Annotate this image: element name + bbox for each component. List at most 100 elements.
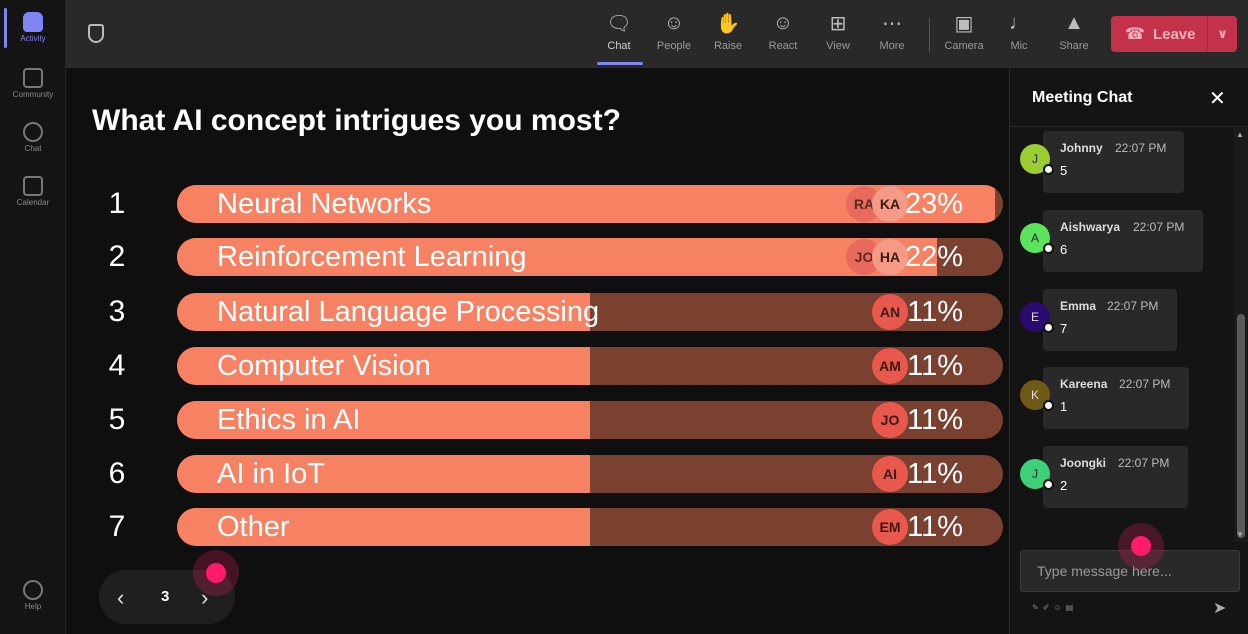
rail-item-chat[interactable]: Chat xyxy=(0,122,66,153)
react-button-label: React xyxy=(768,40,798,52)
chevron-down-icon[interactable]: ∨ xyxy=(1207,16,1237,52)
option-percentage: 11% xyxy=(907,350,963,382)
scroll-up-arrow-icon[interactable]: ▲ xyxy=(1236,130,1244,139)
result-bar: Computer Vision AM 11% xyxy=(177,347,1003,385)
rail-item-calendar[interactable]: Calendar xyxy=(0,176,66,207)
shield-icon[interactable] xyxy=(88,24,104,43)
poll-option-row: 1 Neural Networks RA KA 23% xyxy=(66,185,1009,223)
chat-message: Aishwarya 22:07 PM 6 A xyxy=(1010,210,1230,272)
option-number: 1 xyxy=(108,187,126,220)
option-percentage: 23% xyxy=(904,188,963,220)
message-sender: Johnny xyxy=(1060,141,1103,155)
result-bar: Other EM 11% xyxy=(177,508,1003,546)
chat-button[interactable]: 🗨 Chat xyxy=(593,10,645,53)
view-button-label: View xyxy=(826,40,850,52)
chevron-left-icon[interactable]: ‹ xyxy=(117,585,125,610)
result-bar-fill xyxy=(177,238,937,276)
camera-button[interactable]: ▣ Camera xyxy=(938,10,990,53)
meeting-toolbar: 🗨 Chat ☺ People ✋ Raise ☺ React ⊞ View ⋯… xyxy=(66,0,1248,68)
poll-option-row: 3 Natural Language Processing AN 11% xyxy=(66,293,1009,331)
message-text: 2 xyxy=(1060,478,1068,493)
click-indicator xyxy=(193,550,239,596)
react-button[interactable]: ☺ React xyxy=(757,10,809,53)
message-sender: Kareena xyxy=(1060,377,1108,391)
view-button[interactable]: ⊞ View xyxy=(812,10,864,53)
result-bar: Natural Language Processing AN 11% xyxy=(177,293,1003,331)
phone-hangup-icon: ☎ xyxy=(1125,26,1145,43)
message-text: 5 xyxy=(1060,163,1068,178)
rail-item-community[interactable]: Community xyxy=(0,68,66,99)
message-bubble[interactable]: Emma 22:07 PM 7 xyxy=(1043,289,1177,351)
voter-avatar: JO xyxy=(872,402,908,438)
option-number: 3 xyxy=(108,295,126,328)
message-timestamp: 22:07 PM xyxy=(1107,299,1159,313)
rail-item-label: Calendar xyxy=(16,198,50,207)
chat-scrollbar-thumb[interactable] xyxy=(1237,314,1245,538)
format-tools-icons[interactable]: ✎✐☺▤ xyxy=(1032,603,1078,612)
rail-item-label: Chat xyxy=(24,144,42,153)
help-icon xyxy=(23,580,43,600)
chat-message: Emma 22:07 PM 7 E xyxy=(1010,289,1230,351)
toolbar-divider xyxy=(929,18,930,52)
message-bubble[interactable]: Joongki 22:07 PM 2 xyxy=(1043,446,1188,508)
chat-message: Kareena 22:07 PM 1 K xyxy=(1010,367,1230,429)
option-percentage: 11% xyxy=(907,511,963,543)
option-label: Reinforcement Learning xyxy=(217,241,527,273)
leave-button[interactable]: ☎ Leave ∨ xyxy=(1111,16,1237,52)
result-bar: Ethics in AI JO 11% xyxy=(177,401,1003,439)
option-label: Neural Networks xyxy=(217,188,432,220)
rail-item-activity[interactable]: Activity xyxy=(0,12,66,43)
community-icon xyxy=(23,68,43,88)
chat-message: Johnny 22:07 PM 5 J xyxy=(1010,131,1230,193)
result-bar-fill xyxy=(177,401,590,439)
option-label: AI in IoT xyxy=(217,458,325,490)
chevron-right-icon[interactable]: › xyxy=(201,585,209,610)
more-button[interactable]: ⋯ More xyxy=(866,10,918,53)
option-label: Natural Language Processing xyxy=(217,296,600,328)
meeting-chat-panel: Meeting Chat ✕ ▲ ▼ Johnny 22:07 PM 5 J Aishw… xyxy=(1009,68,1248,634)
people-button[interactable]: ☺ People xyxy=(648,10,700,53)
rail-item-label: Activity xyxy=(20,34,46,43)
message-timestamp: 22:07 PM xyxy=(1115,141,1167,155)
poll-option-row: 4 Computer Vision AM 11% xyxy=(66,347,1009,385)
message-text: 6 xyxy=(1060,242,1068,257)
share-button[interactable]: ▲ Share xyxy=(1048,10,1100,53)
option-number: 6 xyxy=(108,457,126,490)
option-label: Other xyxy=(217,511,290,543)
message-text: 7 xyxy=(1060,321,1068,336)
chat-panel-title: Meeting Chat xyxy=(1032,89,1133,106)
share-button-label: Share xyxy=(1059,40,1089,52)
voter-avatar: HA xyxy=(872,239,908,275)
message-bubble[interactable]: Kareena 22:07 PM 1 xyxy=(1043,367,1189,429)
message-bubble[interactable]: Aishwarya 22:07 PM 6 xyxy=(1043,210,1203,272)
message-sender: Joongki xyxy=(1060,456,1107,470)
option-number: 2 xyxy=(108,240,126,273)
mic-button[interactable]: ♩ Mic xyxy=(993,10,1045,53)
chat-button-label: Chat xyxy=(607,40,631,52)
hand-icon: ✋ xyxy=(715,12,741,35)
mic-button-label: Mic xyxy=(1010,40,1028,52)
send-icon[interactable]: ➤ xyxy=(1213,600,1227,617)
share-screen-icon: ▲ xyxy=(1064,11,1084,34)
presence-status-icon xyxy=(1043,479,1054,490)
scroll-down-arrow-icon[interactable]: ▼ xyxy=(1236,530,1244,539)
raise-hand-button[interactable]: ✋ Raise xyxy=(702,10,754,53)
left-rail: Activity Community Chat Calendar Help xyxy=(0,0,66,634)
rail-item-label: Help xyxy=(24,602,42,611)
divider xyxy=(1010,126,1248,127)
poll-option-row: 5 Ethics in AI JO 11% xyxy=(66,401,1009,439)
result-bar-fill xyxy=(177,508,590,546)
more-button-label: More xyxy=(879,40,905,52)
camera-off-icon: ▣ xyxy=(954,12,974,35)
presence-status-icon xyxy=(1043,322,1054,333)
rail-item-help[interactable]: Help xyxy=(0,580,66,611)
message-sender: Emma xyxy=(1060,299,1097,313)
message-bubble[interactable]: Johnny 22:07 PM 5 xyxy=(1043,131,1184,193)
rail-active-indicator xyxy=(4,8,7,48)
option-label: Ethics in AI xyxy=(217,404,361,436)
close-icon[interactable]: ✕ xyxy=(1209,88,1226,110)
presence-status-icon xyxy=(1043,400,1054,411)
result-bar: Reinforcement Learning JO HA 22% xyxy=(177,238,1003,276)
chat-icon xyxy=(23,122,43,142)
